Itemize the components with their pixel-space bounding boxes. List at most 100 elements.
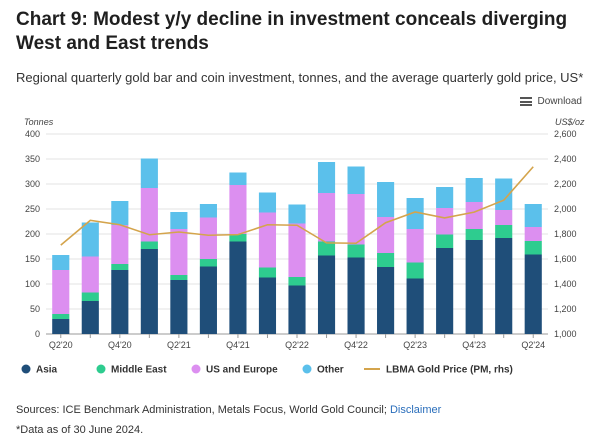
x-tick-label: Q4'23: [462, 340, 486, 350]
y2-tick-label: 2,200: [554, 179, 577, 189]
price-line: [60, 166, 534, 246]
y2-tick-label: 1,600: [554, 254, 577, 264]
bars: [52, 158, 542, 334]
bar-us_europe: [52, 270, 70, 314]
bar-us_europe: [465, 202, 483, 229]
bar-asia: [406, 278, 424, 334]
bar-asia: [317, 255, 336, 334]
bar-us_europe: [524, 227, 542, 241]
y2-tick-label: 2,600: [554, 129, 577, 139]
y2-axis-ticks: 1,000 1,200 1,400 1,600 1,800 2,000 2,200 2,400…: [554, 129, 577, 339]
bar-asia: [347, 257, 365, 334]
bar-asia: [111, 270, 129, 334]
y2-axis-label: US$/oz: [555, 117, 585, 127]
bar-other: [406, 198, 424, 229]
x-tick-label: Q2'22: [285, 340, 309, 350]
download-button[interactable]: Download: [519, 96, 582, 107]
y-axis-label: Tonnes: [24, 117, 54, 127]
bar-middle_east: [258, 267, 277, 278]
y-tick-label: 50: [30, 304, 40, 314]
chart-subtitle: Regional quarterly gold bar and coin inv…: [16, 70, 584, 85]
bar-asia: [229, 241, 247, 334]
menu-icon: [519, 97, 532, 106]
bar-asia: [436, 248, 454, 334]
y2-tick-label: 1,200: [554, 304, 577, 314]
y2-tick-label: 1,000: [554, 329, 577, 339]
bar-us_europe: [406, 229, 424, 263]
x-tick-label: Q2'20: [49, 340, 73, 350]
bar-us_europe: [111, 225, 129, 264]
bar-asia: [465, 240, 483, 334]
bar-middle_east: [495, 225, 513, 238]
legend-label: US and Europe: [206, 365, 278, 376]
bar-middle_east: [524, 241, 542, 255]
bar-asia: [52, 319, 70, 334]
gold-price-line: [60, 166, 534, 246]
bar-us_europe: [495, 210, 513, 225]
y2-tick-label: 1,400: [554, 279, 577, 289]
y2-tick-label: 2,400: [554, 154, 577, 164]
bar-other: [170, 212, 188, 229]
legend-label: Asia: [36, 365, 58, 376]
bar-middle_east: [317, 241, 336, 256]
y-tick-label: 200: [25, 229, 40, 239]
y-tick-label: 150: [25, 254, 40, 264]
x-tick-label: Q4'21: [226, 340, 250, 350]
bar-middle_east: [347, 244, 365, 258]
bar-middle_east: [81, 292, 99, 301]
bar-other: [258, 192, 277, 213]
bar-other: [140, 158, 158, 188]
bar-middle_east: [465, 229, 483, 240]
y-tick-label: 250: [25, 204, 40, 214]
legend-marker: [21, 364, 31, 374]
bar-middle_east: [170, 275, 188, 280]
x-axis-ticks: Q2'20 Q4'20 Q2'21 Q4'21 Q2'22 Q4'22 Q2'23 Q4'23…: [49, 334, 545, 350]
legend-marker: [302, 364, 312, 374]
bar-us_europe: [258, 212, 277, 268]
bar-other: [377, 182, 395, 217]
y-tick-label: 350: [25, 154, 40, 164]
bar-asia: [495, 238, 513, 334]
bar-asia: [170, 280, 188, 334]
bar-asia: [288, 285, 306, 334]
bar-us_europe: [288, 223, 306, 277]
legend: Asia Middle East US and Europe Other LBMA Go…: [21, 364, 513, 376]
download-label: Download: [537, 96, 582, 107]
sources: Sources: ICE Benchmark Administration, M…: [16, 404, 441, 416]
bar-other: [465, 178, 483, 202]
bar-other: [111, 201, 129, 225]
legend-marker: [191, 364, 201, 374]
x-tick-label: Q2'21: [167, 340, 191, 350]
bar-us_europe: [199, 217, 217, 259]
chart: Tonnes US$/oz 0 50 100 150 200 250 300 350 400 1…: [21, 117, 585, 376]
bar-middle_east: [288, 277, 306, 286]
bar-us_europe: [140, 188, 158, 242]
bar-middle_east: [111, 264, 129, 270]
bar-asia: [199, 266, 217, 334]
bar-middle_east: [199, 259, 217, 267]
bar-other: [436, 187, 454, 208]
disclaimer-link[interactable]: Disclaimer: [389, 404, 442, 416]
y2-tick-label: 2,000: [554, 204, 577, 214]
bar-other: [288, 204, 306, 224]
bar-asia: [81, 301, 99, 334]
legend-label: Middle East: [111, 365, 167, 376]
bar-us_europe: [436, 208, 454, 235]
y-tick-label: 100: [25, 279, 40, 289]
x-tick-label: Q4'20: [108, 340, 132, 350]
bar-middle_east: [229, 234, 247, 242]
legend-marker: [96, 364, 106, 374]
legend-label: Other: [317, 365, 344, 376]
bar-us_europe: [170, 229, 188, 275]
bar-asia: [377, 267, 395, 334]
bar-us_europe: [347, 194, 365, 245]
bar-middle_east: [140, 241, 158, 249]
bar-other: [199, 204, 217, 218]
bar-us_europe: [81, 256, 99, 293]
bar-middle_east: [436, 234, 454, 248]
bar-other: [81, 222, 99, 257]
bar-other: [347, 166, 365, 194]
y-tick-label: 300: [25, 179, 40, 189]
x-tick-label: Q2'24: [521, 340, 545, 350]
bar-other: [524, 204, 542, 227]
